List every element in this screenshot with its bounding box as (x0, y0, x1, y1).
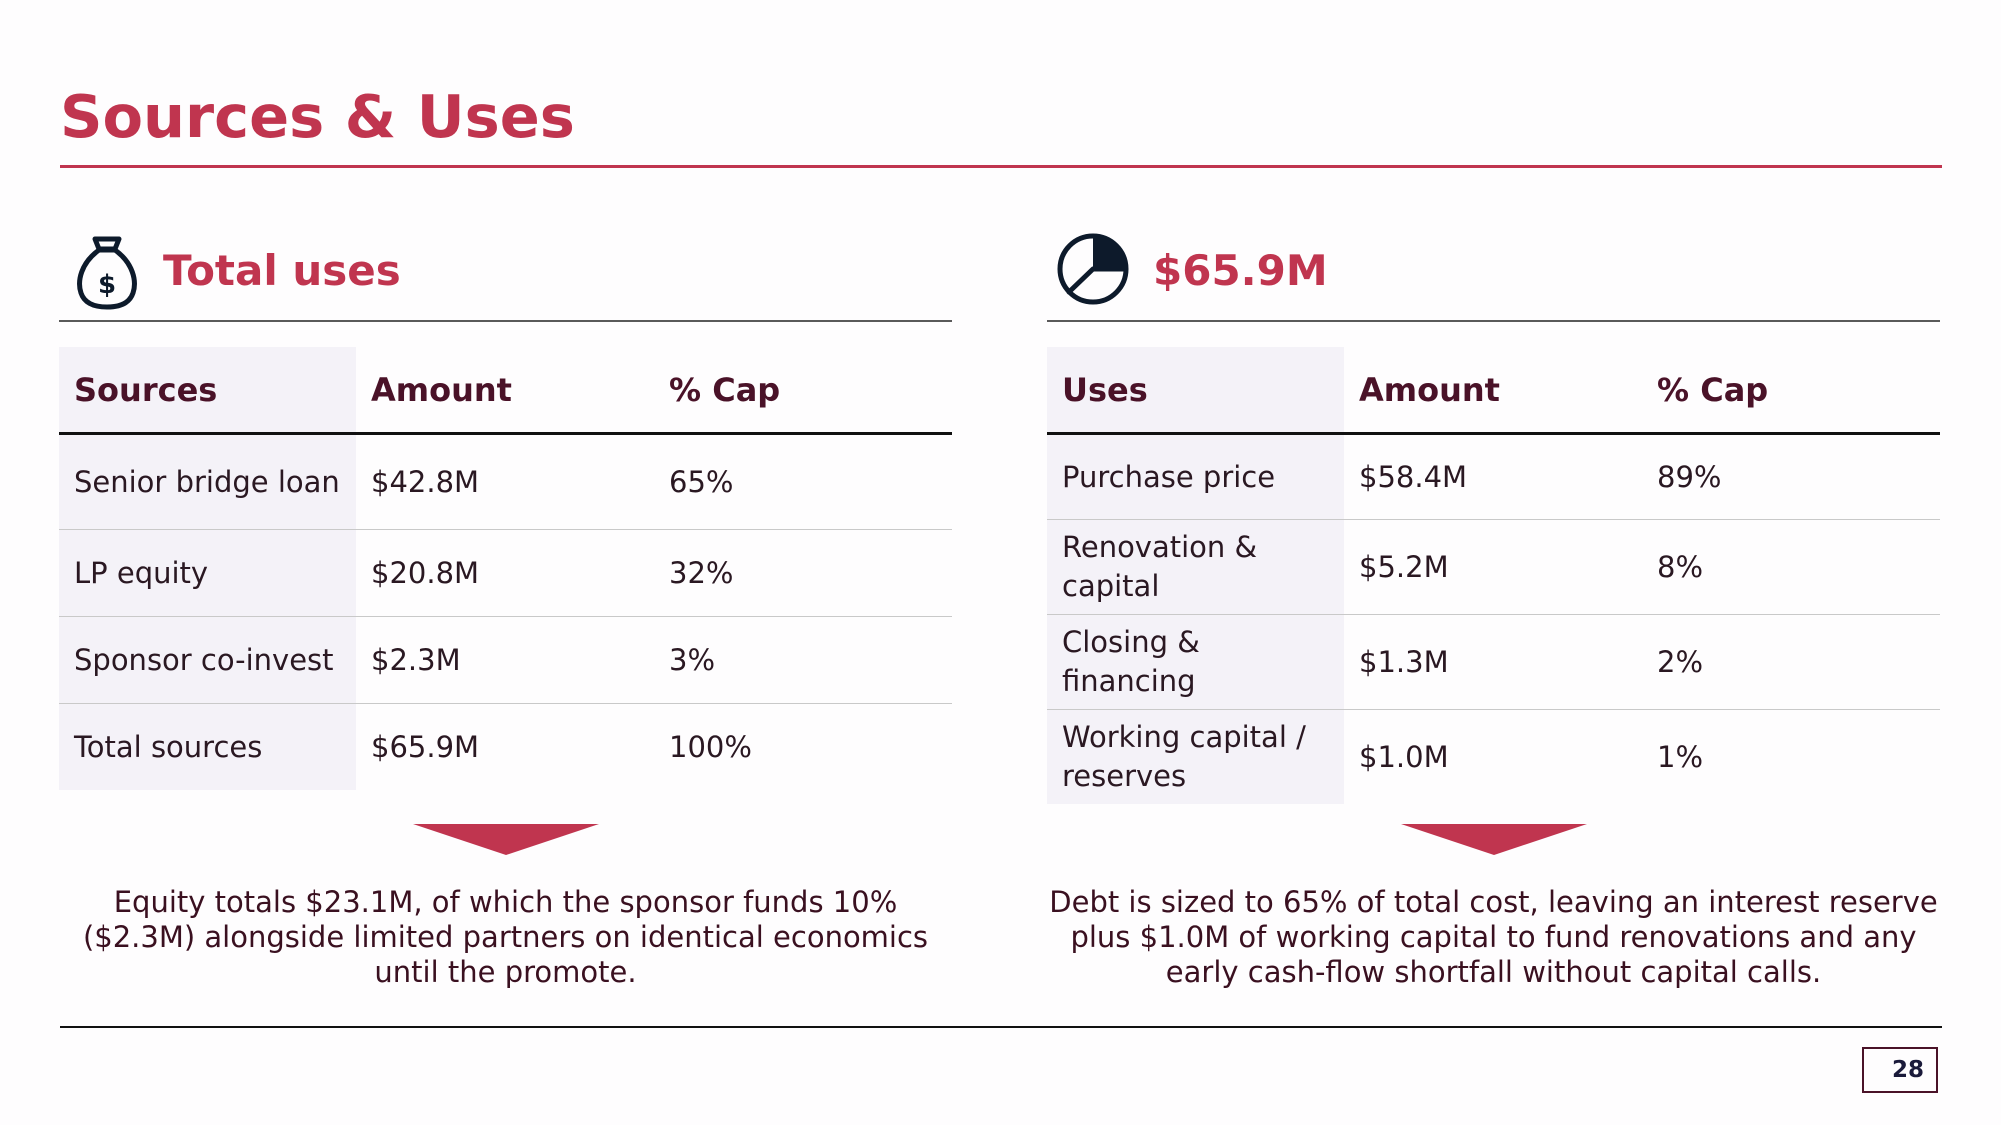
sources-panel: $ Total uses Sources Amount % Cap Senior… (59, 225, 952, 790)
table-row: Closing & financing $1.3M 2% (1047, 614, 1940, 710)
sources-table: Sources Amount % Cap Senior bridge loan … (59, 347, 952, 790)
table-cell: $2.3M (356, 616, 654, 704)
uses-table: Uses Amount % Cap Purchase price $58.4M … (1047, 347, 1940, 804)
table-cell: 65% (654, 433, 952, 530)
pie-chart-icon (1057, 233, 1129, 305)
table-cell: $20.8M (356, 529, 654, 617)
table-cell: $42.8M (356, 433, 654, 530)
table-cell: 32% (654, 529, 952, 617)
column-header: % Cap (1642, 347, 1940, 435)
uses-panel-title: $65.9M (1153, 246, 1328, 295)
down-arrow-icon (413, 824, 599, 855)
table-cell: $1.0M (1359, 739, 1449, 774)
table-cell: 100% (669, 729, 752, 764)
column-header: % Cap (654, 347, 952, 435)
sources-note: Equity totals $23.1M, of which the spons… (82, 885, 929, 989)
footer-divider (60, 1026, 1942, 1028)
svg-text:$: $ (98, 270, 116, 300)
table-cell: LP equity (59, 529, 356, 617)
column-header: Amount (1344, 347, 1642, 435)
slide-title: Sources & Uses (60, 82, 575, 151)
uses-note: Debt is sized to 65% of total cost, leav… (1049, 885, 1938, 989)
table-row: Renovation & capital $5.2M 8% (1047, 519, 1940, 615)
table-cell: $5.2M (1344, 519, 1642, 615)
money-bag-icon: $ (77, 236, 137, 310)
table-cell: Renovation & capital (1047, 519, 1344, 615)
table-cell: 8% (1642, 519, 1940, 615)
table-cell: 89% (1642, 433, 1940, 520)
column-header: Amount (356, 347, 654, 435)
title-divider (60, 165, 1942, 168)
table-header-row: Uses Amount % Cap (1047, 347, 1940, 435)
table-row: Total sources $65.9M 100% (59, 703, 952, 790)
table-cell: Purchase price (1047, 433, 1344, 520)
table-cell: $65.9M (371, 729, 480, 764)
table-row: Purchase price $58.4M 89% (1047, 433, 1940, 520)
table-cell: Total sources (59, 703, 356, 790)
table-row: Sponsor co-invest $2.3M 3% (59, 616, 952, 704)
uses-panel-header: $65.9M (1047, 225, 1940, 322)
table-cell: 1% (1657, 739, 1704, 774)
table-cell: Closing & financing (1047, 614, 1344, 710)
table-cell: $58.4M (1344, 433, 1642, 520)
column-header: Sources (59, 347, 356, 435)
table-row: LP equity $20.8M 32% (59, 529, 952, 617)
table-cell: 2% (1642, 614, 1940, 710)
sources-panel-title: Total uses (163, 246, 401, 295)
table-cell: Working capital / reserves (1047, 709, 1344, 804)
uses-panel: $65.9M Uses Amount % Cap Purchase price … (1047, 225, 1940, 804)
table-cell: Senior bridge loan (59, 433, 356, 530)
table-row: Senior bridge loan $42.8M 65% (59, 433, 952, 530)
column-header: Uses (1047, 347, 1344, 435)
table-row: Working capital / reserves $1.0M 1% (1047, 709, 1940, 804)
down-arrow-icon (1401, 824, 1587, 855)
table-cell: Sponsor co-invest (59, 616, 356, 704)
table-cell: 3% (654, 616, 952, 704)
table-cell: $1.3M (1344, 614, 1642, 710)
page-number: 28 (1862, 1047, 1938, 1093)
sources-panel-header: $ Total uses (59, 225, 952, 322)
table-header-row: Sources Amount % Cap (59, 347, 952, 435)
